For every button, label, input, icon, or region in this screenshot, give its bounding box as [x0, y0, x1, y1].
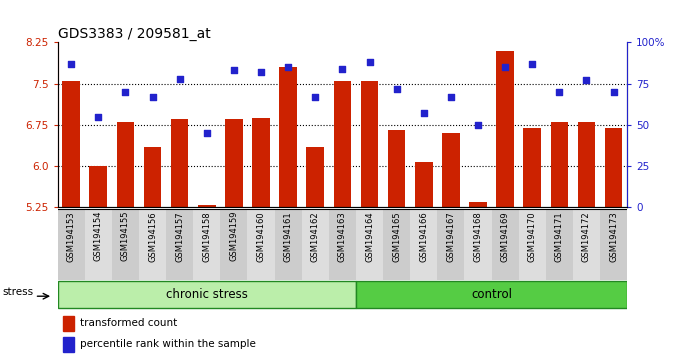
Point — [608, 89, 619, 95]
Bar — [302, 209, 329, 280]
Bar — [442, 133, 460, 207]
Bar — [63, 316, 74, 331]
Bar — [275, 209, 302, 280]
Bar — [383, 209, 410, 280]
Bar — [225, 119, 243, 207]
Bar — [58, 209, 85, 280]
Bar — [546, 209, 573, 280]
Bar — [361, 81, 378, 207]
Text: GSM194160: GSM194160 — [256, 211, 266, 262]
Bar — [551, 122, 568, 207]
Point — [256, 69, 266, 75]
Text: GSM194155: GSM194155 — [121, 211, 130, 262]
Bar — [437, 209, 464, 280]
Text: transformed count: transformed count — [81, 318, 178, 328]
Bar — [329, 209, 356, 280]
Bar — [112, 209, 139, 280]
Bar — [356, 209, 383, 280]
Bar — [85, 209, 112, 280]
Point — [120, 89, 131, 95]
Point — [66, 61, 77, 67]
Bar — [247, 209, 275, 280]
Bar — [600, 209, 627, 280]
Bar — [492, 209, 519, 280]
Point — [310, 94, 321, 99]
Text: GSM194170: GSM194170 — [527, 211, 537, 262]
Bar — [279, 67, 297, 207]
Text: GSM194167: GSM194167 — [446, 211, 456, 262]
Text: GSM194153: GSM194153 — [66, 211, 76, 262]
Text: GSM194165: GSM194165 — [392, 211, 401, 262]
Point — [500, 64, 511, 70]
Bar — [139, 209, 166, 280]
Bar — [469, 202, 487, 207]
Bar — [496, 51, 514, 207]
Point — [283, 64, 294, 70]
Bar — [144, 147, 161, 207]
Text: GSM194162: GSM194162 — [311, 211, 320, 262]
Text: stress: stress — [3, 287, 34, 297]
Point — [445, 94, 456, 99]
Text: GSM194164: GSM194164 — [365, 211, 374, 262]
Point — [93, 114, 104, 119]
Bar — [334, 81, 351, 207]
Bar — [519, 209, 546, 280]
Text: GSM194168: GSM194168 — [473, 211, 483, 262]
Bar — [410, 209, 437, 280]
Text: GSM194163: GSM194163 — [338, 211, 347, 262]
Bar — [306, 147, 324, 207]
Point — [527, 61, 538, 67]
Bar — [415, 161, 433, 207]
Bar — [605, 127, 622, 207]
Text: GSM194172: GSM194172 — [582, 211, 591, 262]
Point — [418, 110, 429, 116]
Bar — [573, 209, 600, 280]
Text: GDS3383 / 209581_at: GDS3383 / 209581_at — [58, 28, 210, 41]
Text: GSM194169: GSM194169 — [500, 211, 510, 262]
Text: GSM194156: GSM194156 — [148, 211, 157, 262]
Bar — [464, 209, 492, 280]
Text: chronic stress: chronic stress — [166, 288, 247, 301]
Text: GSM194158: GSM194158 — [202, 211, 212, 262]
Bar — [578, 122, 595, 207]
Point — [228, 68, 239, 73]
Bar — [220, 209, 247, 280]
Text: GSM194157: GSM194157 — [175, 211, 184, 262]
Point — [201, 130, 212, 136]
Bar — [193, 209, 220, 280]
Text: GSM194154: GSM194154 — [94, 211, 103, 262]
Point — [473, 122, 483, 128]
FancyBboxPatch shape — [58, 281, 356, 308]
Bar — [62, 81, 80, 207]
Text: percentile rank within the sample: percentile rank within the sample — [81, 339, 256, 349]
Point — [147, 94, 158, 99]
Point — [364, 59, 375, 65]
Point — [391, 86, 402, 91]
Point — [554, 89, 565, 95]
Bar — [388, 130, 405, 207]
Point — [337, 66, 348, 72]
FancyBboxPatch shape — [356, 281, 627, 308]
Bar — [523, 127, 541, 207]
Bar — [117, 122, 134, 207]
Text: control: control — [471, 288, 512, 301]
Text: GSM194173: GSM194173 — [609, 211, 618, 262]
Bar — [63, 337, 74, 352]
Text: GSM194161: GSM194161 — [283, 211, 293, 262]
Bar — [89, 166, 107, 207]
Bar — [252, 118, 270, 207]
Text: GSM194159: GSM194159 — [229, 211, 239, 262]
Text: GSM194171: GSM194171 — [555, 211, 564, 262]
Point — [174, 76, 185, 81]
Bar — [166, 209, 193, 280]
Text: GSM194166: GSM194166 — [419, 211, 428, 262]
Point — [581, 78, 592, 83]
Bar — [198, 205, 216, 207]
Bar — [171, 119, 188, 207]
